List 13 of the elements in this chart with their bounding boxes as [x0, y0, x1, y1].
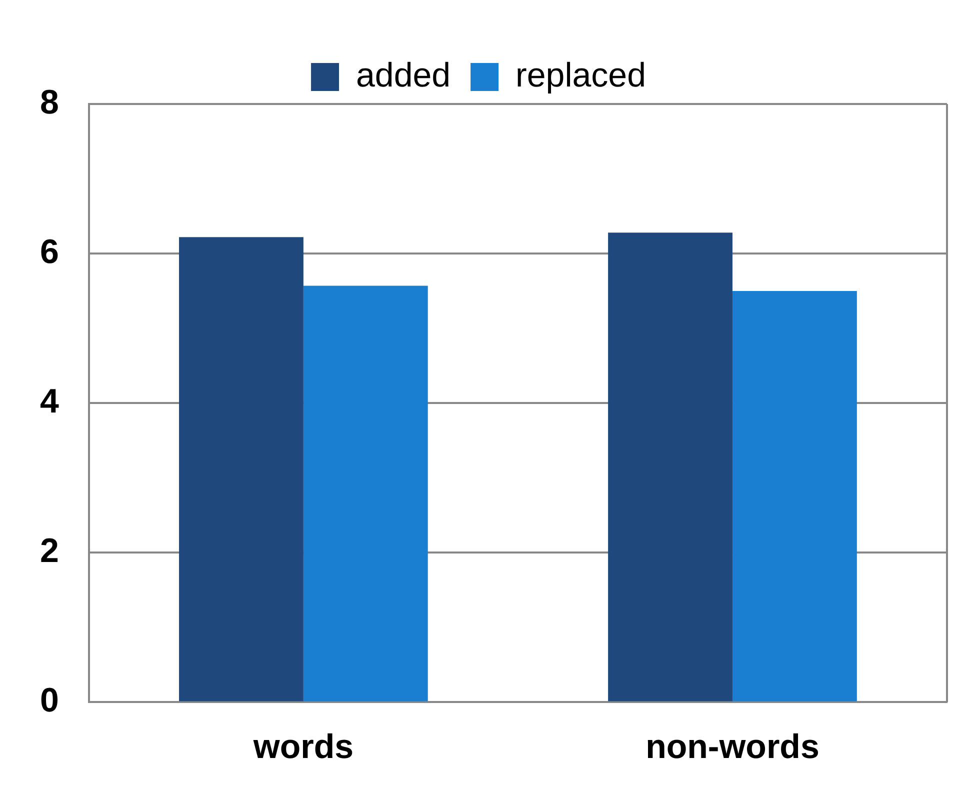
y-tick-label: 2: [40, 532, 59, 570]
bar: [303, 286, 428, 702]
bar: [179, 237, 304, 702]
bar: [608, 232, 732, 702]
legend-label: added: [356, 56, 451, 94]
x-tick-label: non-words: [646, 728, 820, 766]
y-tick-label: 8: [40, 83, 59, 122]
x-tick-label: words: [252, 728, 354, 766]
y-tick-label: 4: [40, 382, 59, 420]
y-tick-label: 0: [40, 682, 59, 720]
y-tick-label: 6: [40, 232, 59, 271]
legend-label: replaced: [516, 56, 646, 94]
bar: [732, 290, 857, 702]
